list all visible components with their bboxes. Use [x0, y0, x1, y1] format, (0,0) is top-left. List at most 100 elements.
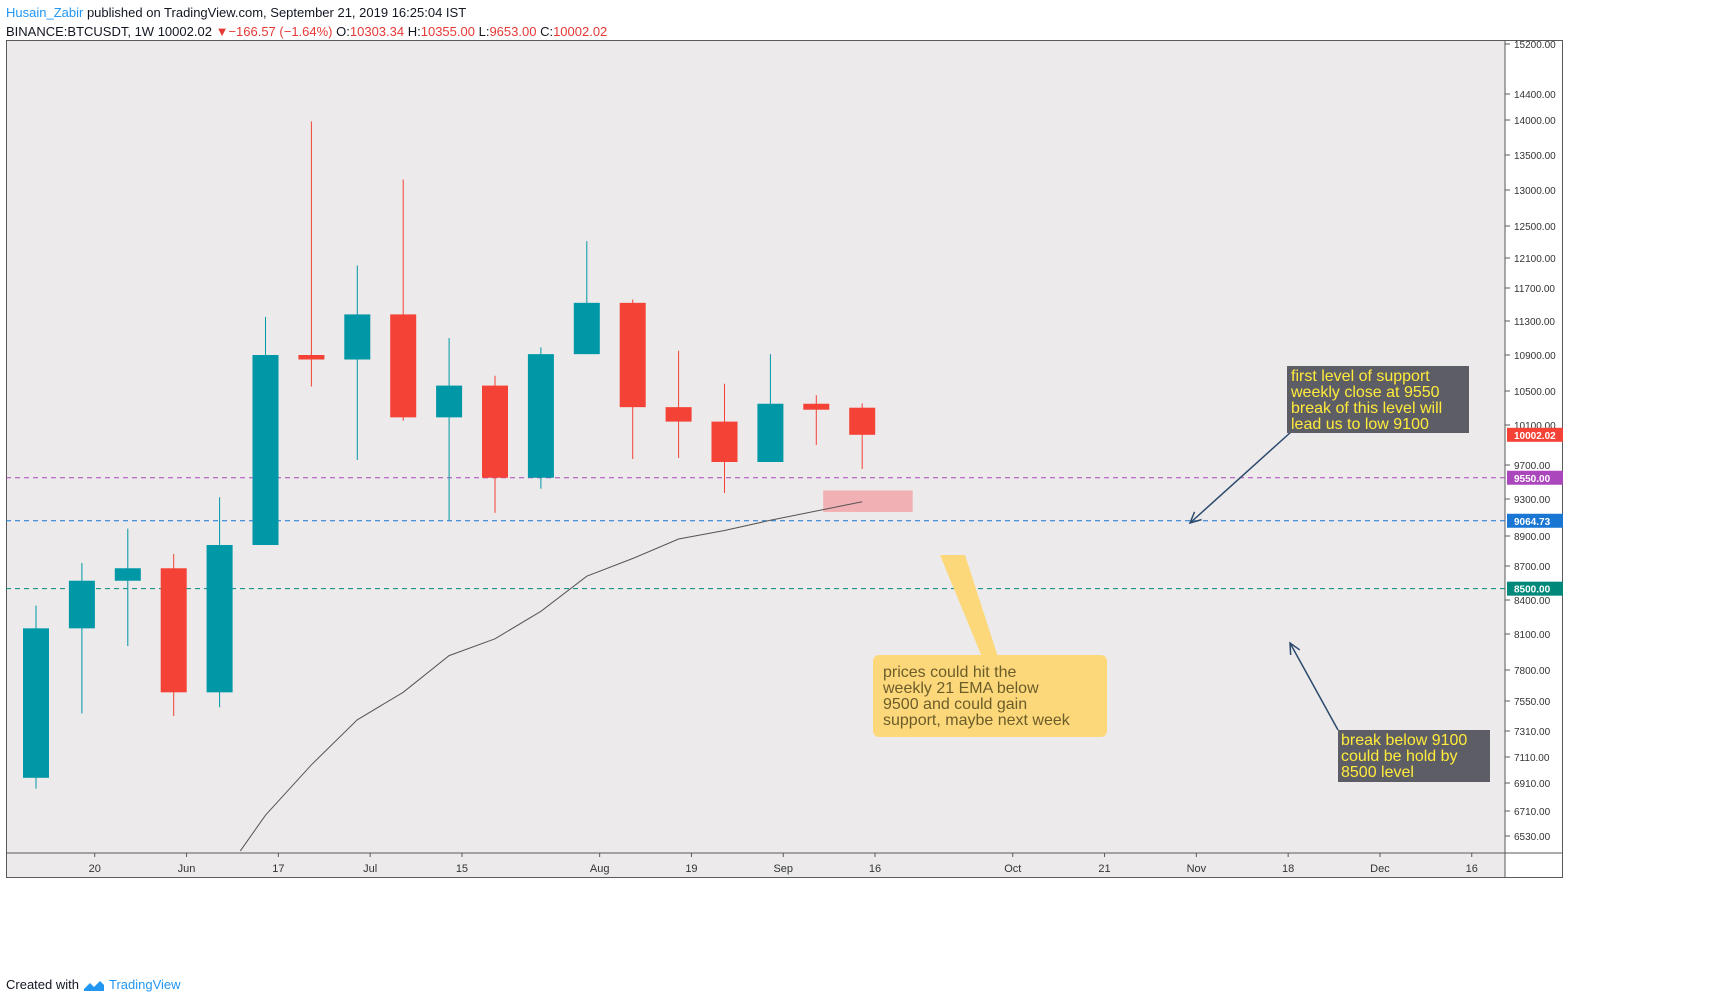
- break-arrow-head: [1289, 641, 1301, 656]
- support-8500-badge-label: 8500.00: [1514, 585, 1551, 596]
- y-tick-label: 14000.00: [1514, 116, 1556, 127]
- y-tick-label: 11700.00: [1514, 284, 1555, 295]
- price-change: −166.57 (−1.64%): [228, 24, 333, 39]
- ema-note-line: support, maybe next week: [883, 712, 1071, 729]
- x-tick-label: 17: [272, 863, 284, 875]
- candle-body-down: [665, 407, 692, 422]
- candle-body-up: [344, 314, 371, 360]
- x-tick-label: Dec: [1370, 863, 1390, 875]
- break-note-line: 8500 level: [1341, 764, 1414, 781]
- low-value: 9653.00: [489, 24, 537, 39]
- x-tick-label: 19: [685, 863, 697, 875]
- ema-note-pointer: [940, 555, 998, 657]
- close-label: C:: [540, 24, 554, 39]
- support-note-line: weekly close at 9550: [1290, 384, 1440, 401]
- x-tick-label: 20: [89, 863, 101, 875]
- candle-body-up: [68, 580, 95, 629]
- support-9550-badge: [1507, 470, 1563, 485]
- support-9064-badge-label: 9064.73: [1514, 517, 1551, 528]
- y-tick-label: 8400.00: [1514, 596, 1551, 607]
- y-tick-label: 9300.00: [1514, 495, 1551, 506]
- low-label: L:: [478, 24, 490, 39]
- y-tick-label: 10500.00: [1514, 387, 1556, 398]
- break-note-box: [1338, 730, 1490, 782]
- candle-body-up: [23, 628, 49, 778]
- x-tick-label: Oct: [1004, 863, 1021, 875]
- open-value: 10303.34: [349, 24, 405, 39]
- y-tick-label: 13000.00: [1514, 186, 1556, 197]
- close-value: 10002.02: [553, 24, 608, 39]
- break-note-line: could be hold by: [1341, 748, 1458, 765]
- y-tick-label: 6710.00: [1514, 807, 1551, 818]
- y-tick-label: 7310.00: [1514, 727, 1551, 738]
- support-arrow: [1189, 431, 1292, 524]
- candle-body-down: [482, 385, 508, 478]
- support-arrow-head: [1188, 511, 1202, 525]
- last-price: 10002.02: [157, 24, 212, 39]
- tradingview-brand-link[interactable]: TradingView: [108, 977, 181, 992]
- candle-body-up: [436, 385, 463, 418]
- support-9064-badge: [1507, 513, 1563, 528]
- footer: Created with TradingView: [6, 977, 181, 992]
- created-with-text: Created with: [6, 977, 79, 992]
- y-tick-label: 8700.00: [1514, 562, 1551, 573]
- candle-body-down: [803, 403, 830, 410]
- symbol-label: BINANCE:BTCUSDT, 1W: [6, 24, 155, 39]
- y-tick-label: 12100.00: [1514, 254, 1556, 265]
- x-tick-label: 21: [1098, 863, 1110, 875]
- candle-body-up: [206, 545, 233, 693]
- high-label: H:: [407, 24, 421, 39]
- x-tick-label: Sep: [773, 863, 793, 875]
- x-tick-label: 16: [869, 863, 881, 875]
- y-tick-label: 12500.00: [1514, 222, 1556, 233]
- candle-body-down: [390, 314, 417, 418]
- high-value: 10355.00: [420, 24, 475, 39]
- support-zone: [823, 490, 913, 512]
- ema-note-box: [873, 655, 1107, 737]
- x-tick-label: 15: [456, 863, 468, 875]
- down-arrow-icon: ▼: [215, 24, 229, 39]
- price-axis: [1505, 40, 1563, 853]
- x-tick-label: Jun: [178, 863, 196, 875]
- y-tick-label: 15200.00: [1514, 40, 1556, 51]
- last-price-badge-label: 10002.02: [1514, 431, 1556, 442]
- candle-body-up: [252, 355, 279, 545]
- ema-note-line: prices could hit the: [883, 664, 1017, 681]
- support-9550-badge-label: 9550.00: [1514, 474, 1551, 485]
- y-tick-label: 13500.00: [1514, 151, 1556, 162]
- plot-area: [6, 40, 1505, 853]
- candle-body-up: [114, 568, 141, 581]
- candle-body-up: [527, 354, 554, 478]
- break-arrow: [1289, 642, 1339, 731]
- last-price-badge: [1507, 427, 1563, 442]
- x-tick-label: Aug: [590, 863, 610, 875]
- support-8500-badge: [1507, 581, 1563, 596]
- ema-note-line: weekly 21 EMA below: [882, 680, 1039, 697]
- ema-note-line: 9500 and could gain: [883, 696, 1027, 713]
- published-text: published on TradingView.com, September …: [86, 5, 467, 20]
- candle-body-down: [298, 355, 325, 360]
- x-tick-label: 16: [1466, 863, 1478, 875]
- x-tick-label: 18: [1282, 863, 1294, 875]
- time-axis: [6, 853, 1505, 878]
- candle-body-down: [849, 407, 876, 435]
- y-tick-label: 14400.00: [1514, 90, 1556, 101]
- break-note-line: break below 9100: [1341, 732, 1467, 749]
- ohlc-line: BINANCE:BTCUSDT, 1W 10002.02 ▼−166.57 (−…: [6, 22, 607, 41]
- y-tick-label: 9700.00: [1514, 461, 1551, 472]
- y-tick-label: 7110.00: [1514, 753, 1550, 764]
- ema-21-line: [239, 501, 863, 852]
- y-tick-label: 8900.00: [1514, 532, 1551, 543]
- candle-body-down: [160, 568, 187, 693]
- support-note-line: break of this level will: [1291, 400, 1442, 417]
- y-tick-label: 8100.00: [1514, 630, 1551, 641]
- author-link[interactable]: Husain_Zabir: [6, 5, 84, 20]
- x-tick-label: Jul: [363, 863, 377, 875]
- publish-line: Husain_Zabir published on TradingView.co…: [6, 3, 607, 22]
- y-tick-label: 7550.00: [1514, 697, 1551, 708]
- support-note-line: first level of support: [1291, 368, 1430, 385]
- y-tick-label: 10100.00: [1514, 421, 1556, 432]
- x-tick-label: Nov: [1187, 863, 1207, 875]
- y-tick-label: 7800.00: [1514, 666, 1551, 677]
